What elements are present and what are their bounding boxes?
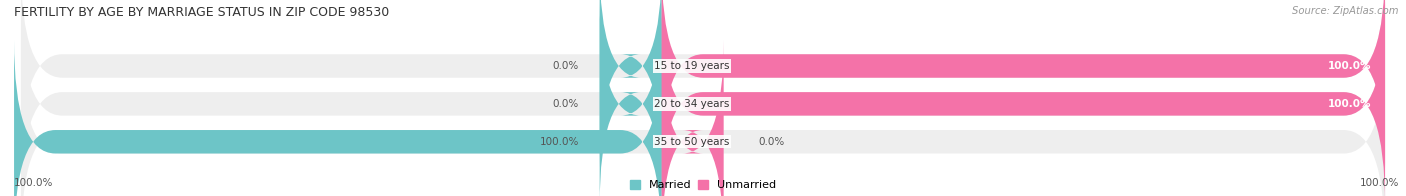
Text: 20 to 34 years: 20 to 34 years [654, 99, 730, 109]
Text: 35 to 50 years: 35 to 50 years [654, 137, 730, 147]
Text: Source: ZipAtlas.com: Source: ZipAtlas.com [1292, 6, 1399, 16]
Legend: Married, Unmarried: Married, Unmarried [630, 180, 776, 191]
Text: 100.0%: 100.0% [1360, 178, 1399, 188]
Text: 0.0%: 0.0% [553, 99, 579, 109]
Text: 100.0%: 100.0% [14, 178, 53, 188]
Text: 0.0%: 0.0% [758, 137, 785, 147]
Text: 100.0%: 100.0% [1327, 99, 1371, 109]
FancyBboxPatch shape [662, 40, 724, 196]
FancyBboxPatch shape [14, 40, 662, 196]
Text: 15 to 19 years: 15 to 19 years [654, 61, 730, 71]
FancyBboxPatch shape [599, 0, 662, 168]
FancyBboxPatch shape [662, 2, 1385, 196]
FancyBboxPatch shape [599, 2, 662, 196]
FancyBboxPatch shape [662, 0, 1385, 168]
Text: 0.0%: 0.0% [553, 61, 579, 71]
Text: 100.0%: 100.0% [1327, 61, 1371, 71]
FancyBboxPatch shape [21, 0, 1385, 168]
FancyBboxPatch shape [21, 2, 1385, 196]
Text: 100.0%: 100.0% [540, 137, 579, 147]
FancyBboxPatch shape [21, 40, 1385, 196]
Text: FERTILITY BY AGE BY MARRIAGE STATUS IN ZIP CODE 98530: FERTILITY BY AGE BY MARRIAGE STATUS IN Z… [14, 6, 389, 19]
